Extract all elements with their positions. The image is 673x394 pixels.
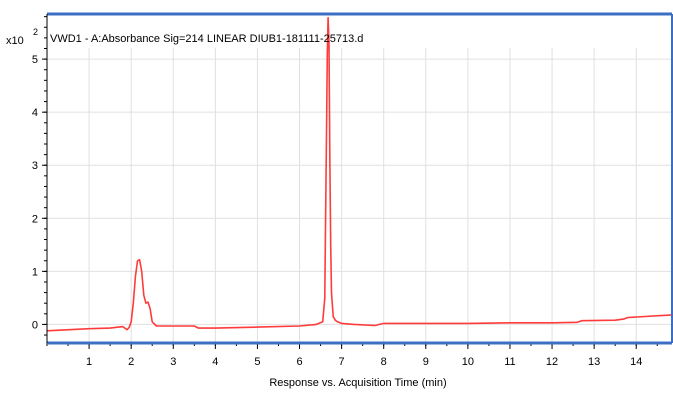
x-tick-label: 11 (504, 356, 515, 368)
y-tick-label: 1 (32, 266, 38, 278)
x-tick-label: 2 (128, 356, 134, 368)
chart-title: VWD1 - A:Absorbance Sig=214 LINEAR DIUB1… (50, 33, 363, 45)
series-line (46, 16, 673, 332)
y-multiplier-exponent: 2 (33, 27, 38, 37)
series-layer (46, 16, 673, 332)
plot-frame (46, 12, 673, 345)
x-tick-label: 5 (254, 356, 260, 368)
x-tick-label: 13 (588, 356, 600, 368)
x-tick-label: 6 (296, 356, 302, 368)
y-tick-label: 3 (32, 160, 38, 172)
x-tick-label: 1 (86, 356, 92, 368)
x-axis-title: Response vs. Acquisition Time (min) (269, 377, 446, 389)
y-tick-label: 5 (32, 54, 38, 66)
x-tick-label: 8 (381, 356, 387, 368)
y-multiplier-base: x10 (6, 35, 24, 47)
y-tick-label: 0 (32, 319, 38, 331)
x-tick-label: 7 (339, 356, 345, 368)
x-tick-label: 3 (170, 356, 176, 368)
x-tick-label: 12 (546, 356, 558, 368)
x-tick-label: 4 (212, 356, 218, 368)
y-tick-label: 2 (32, 213, 38, 225)
x-tick-label: 10 (462, 356, 474, 368)
y-tick-label: 4 (32, 107, 38, 119)
y-multiplier-label: x10 (6, 35, 24, 47)
x-tick-label: 14 (630, 356, 642, 368)
x-tick-label: 9 (423, 356, 429, 368)
